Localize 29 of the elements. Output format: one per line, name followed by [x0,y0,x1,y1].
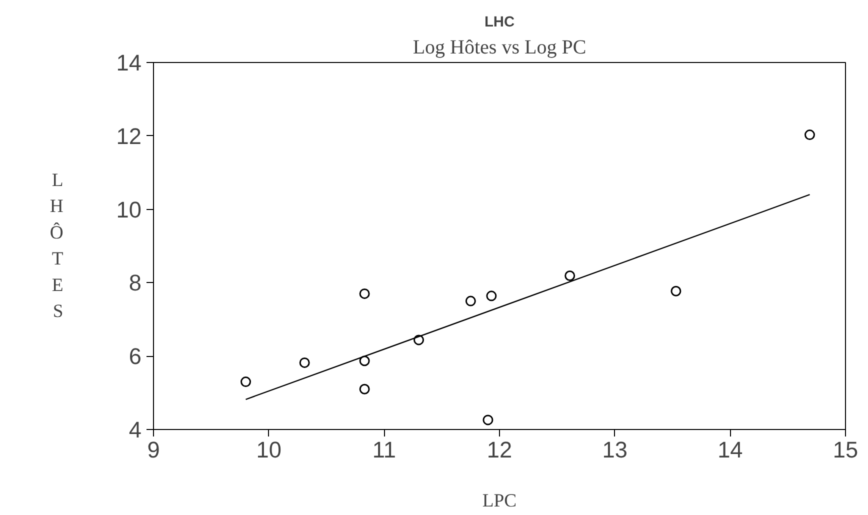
x-tick-label: 15 [832,436,858,462]
x-tick-label: 14 [718,436,743,462]
x-tick-label: 10 [256,436,282,462]
y-tick-label: 14 [116,50,142,76]
x-axis-title: LPC [482,490,517,512]
x-tick-label: 11 [372,436,396,462]
y-tick-label: 4 [128,416,142,442]
y-axis-title: LHÔTES [50,170,64,322]
point [804,130,815,140]
y-tick-label: 6 [128,343,142,370]
point [359,384,370,394]
point [482,414,494,426]
point [240,376,252,388]
point [564,270,576,281]
x-tick-label: 12 [486,436,512,462]
point [359,356,370,366]
text: LHC [484,14,515,30]
x-tick-label: 13 [602,436,628,462]
point [414,334,424,346]
point [465,296,476,306]
point [486,290,497,302]
y-tick-label: 12 [116,122,142,149]
point [299,357,310,368]
y-tick-label: 10 [116,196,142,222]
x-tick-label: 9 [147,436,160,462]
chart-title: Log Hôtes vs Log PC [412,36,586,58]
point [359,288,370,299]
point [670,286,682,296]
y-tick-label: 8 [128,270,142,296]
